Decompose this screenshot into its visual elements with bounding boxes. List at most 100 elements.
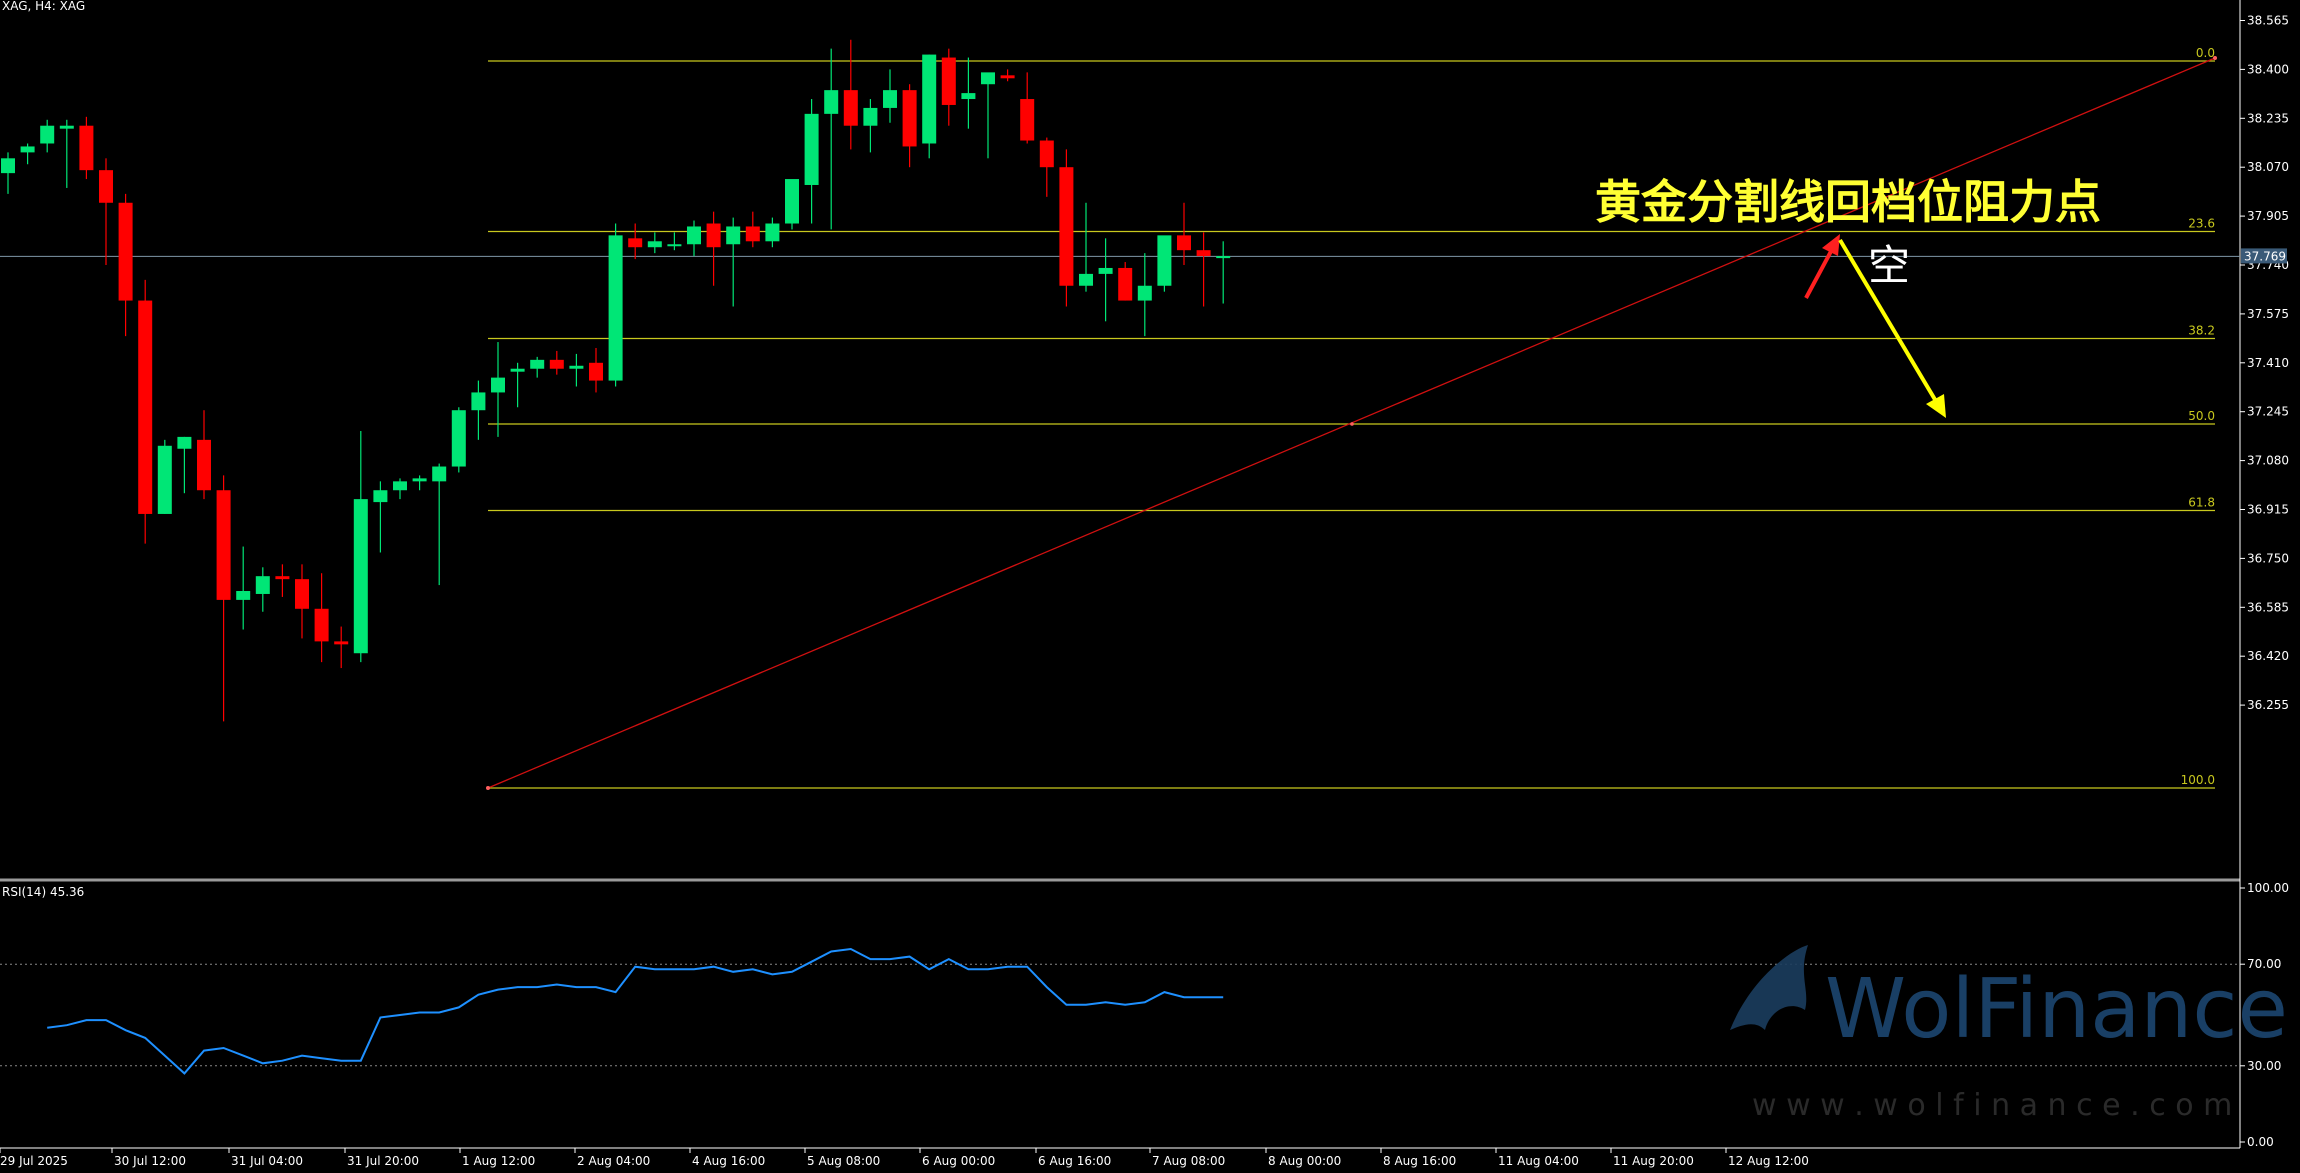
candle-body-bull <box>393 481 407 491</box>
symbol-label: XAG, H4: XAG <box>2 0 85 13</box>
price-tick-label: 37.410 <box>2247 356 2289 370</box>
current-price-label: 37.769 <box>2244 249 2286 263</box>
candle-body-bull <box>981 72 995 85</box>
candle-body-bull <box>40 125 55 144</box>
annotation-title: 黄金分割线回档位阻力点 <box>1595 175 2101 229</box>
candle-body-bull <box>961 93 976 100</box>
time-axis[interactable]: 29 Jul 2025 30 Jul 12:00 31 Jul 04:00 31 Ju… <box>0 1148 1809 1168</box>
price-tick-label: 37.905 <box>2247 209 2289 223</box>
candle-body-bear <box>1000 75 1015 79</box>
main-panel-background <box>0 0 2240 878</box>
price-tick-label: 36.750 <box>2247 551 2289 565</box>
candle-body-bull <box>236 591 251 600</box>
current-price-tag <box>2241 248 2287 264</box>
candle-body-bear <box>1059 167 1074 286</box>
up-arrow-head <box>1822 234 1840 256</box>
candle-body-bull <box>569 365 584 369</box>
watermark-brand: WolFinance <box>1825 962 2288 1057</box>
candle-body-bear <box>843 90 858 126</box>
candle-body-bull <box>1137 285 1152 301</box>
candle-body-bull <box>412 478 427 482</box>
time-tick-label: 6 Aug 16:00 <box>1038 1154 1111 1168</box>
trend-line-anchor-start[interactable] <box>486 786 490 790</box>
rsi-line[interactable] <box>47 947 1224 1075</box>
candle-body-bull <box>451 410 466 467</box>
price-tick-label: 36.420 <box>2247 649 2289 663</box>
price-tick-label: 38.400 <box>2247 62 2289 76</box>
time-tick-label: 31 Jul 04:00 <box>231 1154 303 1168</box>
rsi-label: RSI(14) 45.36 <box>2 885 84 899</box>
time-tick-label: 1 Aug 12:00 <box>462 1154 535 1168</box>
price-tick-label: 36.915 <box>2247 503 2289 517</box>
time-tick-label: 8 Aug 16:00 <box>1383 1154 1456 1168</box>
wolf-logo-icon <box>1730 945 1808 1030</box>
candle-body-bear <box>1039 140 1054 168</box>
fib-level-label: 0.0 <box>2196 46 2215 60</box>
candle-body-bear <box>745 226 760 242</box>
rsi-indicator[interactable]: 100.00 70.00 30.00 0.00 RSI(14) 45.36 <box>0 881 2289 1149</box>
candle-body-bull <box>510 368 525 372</box>
trend-line-midpoint[interactable] <box>1350 422 1354 426</box>
candle-body-bear <box>197 439 211 491</box>
candle-body-bull <box>1216 256 1231 259</box>
candle-body-bear <box>79 125 94 171</box>
price-tick-label: 37.245 <box>2247 405 2289 419</box>
fib-level-label: 38.2 <box>2188 324 2215 338</box>
down-arrow-shaft <box>1838 238 1942 410</box>
candle-body-bull <box>255 576 270 594</box>
candle-body-bear <box>314 608 329 642</box>
candle-body-bull <box>177 436 192 449</box>
candle-body-bear <box>1118 267 1133 301</box>
candle-body-bear <box>138 300 153 514</box>
candle-body-bull <box>353 499 368 654</box>
price-tick-label: 36.585 <box>2247 600 2289 614</box>
candle-body-bull <box>471 392 486 411</box>
rsi-tick-label: 70.00 <box>2247 957 2281 971</box>
price-tick-label: 38.565 <box>2247 14 2289 28</box>
candle-body-bull <box>608 235 623 381</box>
candle-body-bear <box>1196 250 1211 257</box>
time-tick-label: 8 Aug 00:00 <box>1268 1154 1341 1168</box>
candle-body-bear <box>295 579 309 609</box>
candle-body-bull <box>373 490 388 503</box>
rsi-tick-label: 100.00 <box>2247 881 2289 895</box>
trend-line[interactable] <box>486 56 2217 790</box>
candle-body-bull <box>20 146 35 153</box>
time-tick-label: 11 Aug 04:00 <box>1498 1154 1579 1168</box>
candle-body-bull <box>491 377 505 393</box>
candlestick-series <box>1 39 1231 722</box>
candle-body-bull <box>1079 273 1093 286</box>
candle-body-bear <box>1020 99 1035 141</box>
candle-body-bull <box>59 125 74 129</box>
price-axis[interactable]: 38.56538.40038.23538.07037.90537.74037.5… <box>2240 14 2289 713</box>
candle-body-bull <box>1 158 15 174</box>
candle-body-bull <box>157 445 172 514</box>
candle-body-bull <box>785 179 799 224</box>
rsi-tick-label: 0.00 <box>2247 1135 2274 1149</box>
candle-body-bear <box>118 202 133 301</box>
time-tick-label: 30 Jul 12:00 <box>114 1154 186 1168</box>
candle-body-bear <box>1177 235 1191 251</box>
candle-body-bear <box>902 90 917 147</box>
candle-body-bull <box>1157 235 1172 286</box>
candle-body-bull <box>922 54 937 144</box>
fib-level-label: 100.0 <box>2181 773 2215 787</box>
time-tick-label: 12 Aug 12:00 <box>1728 1154 1809 1168</box>
candle-body-bull <box>1098 267 1113 274</box>
watermark: WolFinance w w w . w o l f i n a n c e . … <box>1730 945 2288 1123</box>
candle-body-bear <box>589 362 603 381</box>
candle-body-bear <box>334 641 349 645</box>
trend-line-anchor-end[interactable] <box>2213 56 2217 60</box>
price-tick-label: 37.080 <box>2247 454 2289 468</box>
candle-body-bull <box>432 466 447 482</box>
fib-level-label: 61.8 <box>2188 496 2215 510</box>
down-arrow-head <box>1926 394 1946 418</box>
time-tick-label: 6 Aug 00:00 <box>922 1154 995 1168</box>
fib-level-label: 50.0 <box>2188 409 2215 423</box>
annotation-short-label: 空 <box>1868 241 1910 290</box>
watermark-url: w w w . w o l f i n a n c e . c o m <box>1752 1088 2232 1123</box>
candle-body-bull <box>687 226 701 245</box>
candle-body-bull <box>530 359 545 369</box>
